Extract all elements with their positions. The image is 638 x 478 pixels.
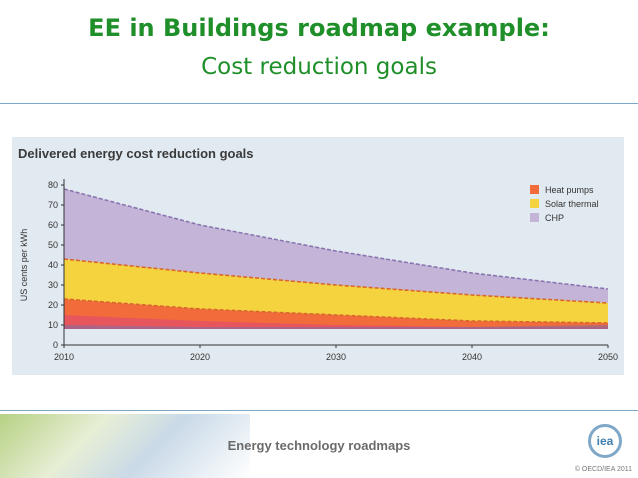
y-tick-label: 60 xyxy=(48,220,58,230)
y-tick-label: 70 xyxy=(48,200,58,210)
footer-divider xyxy=(0,410,638,411)
y-tick-label: 20 xyxy=(48,300,58,310)
y-tick-label: 0 xyxy=(53,340,58,350)
x-tick-label: 2010 xyxy=(54,352,74,362)
y-tick-label: 10 xyxy=(48,320,58,330)
legend-swatch xyxy=(530,213,539,222)
legend-label: CHP xyxy=(545,213,564,223)
legend-swatch xyxy=(530,199,539,208)
x-tick-label: 2040 xyxy=(462,352,482,362)
inner-band-1 xyxy=(64,325,608,329)
legend-swatch xyxy=(530,185,539,194)
y-axis-label: US cents per kWh xyxy=(19,229,29,302)
header-divider xyxy=(0,103,638,104)
slide-subtitle: Cost reduction goals xyxy=(201,54,437,80)
legend-label: Heat pumps xyxy=(545,185,594,195)
iea-logo: iea xyxy=(588,424,622,458)
y-tick-label: 50 xyxy=(48,240,58,250)
x-tick-label: 2050 xyxy=(598,352,618,362)
logo-text: iea xyxy=(596,434,614,448)
x-tick-label: 2020 xyxy=(190,352,210,362)
legend-label: Solar thermal xyxy=(545,199,599,209)
area-solar-thermal xyxy=(64,259,608,323)
x-tick-label: 2030 xyxy=(326,352,346,362)
copyright: © OECD/IEA 2011 xyxy=(574,466,632,473)
slide-title: EE in Buildings roadmap example: xyxy=(88,14,550,42)
chart-title: Delivered energy cost reduction goals xyxy=(18,146,254,161)
line-heat-pumps xyxy=(63,298,609,324)
y-tick-label: 40 xyxy=(48,260,58,270)
area-chp xyxy=(64,189,608,303)
y-tick-label: 30 xyxy=(48,280,58,290)
line-solar-thermal xyxy=(63,258,609,304)
y-tick-label: 80 xyxy=(48,180,58,190)
footer-photo xyxy=(0,414,250,478)
line-chp xyxy=(63,188,609,290)
footer-text: Energy technology roadmaps xyxy=(227,438,411,453)
inner-band-0 xyxy=(64,315,608,329)
